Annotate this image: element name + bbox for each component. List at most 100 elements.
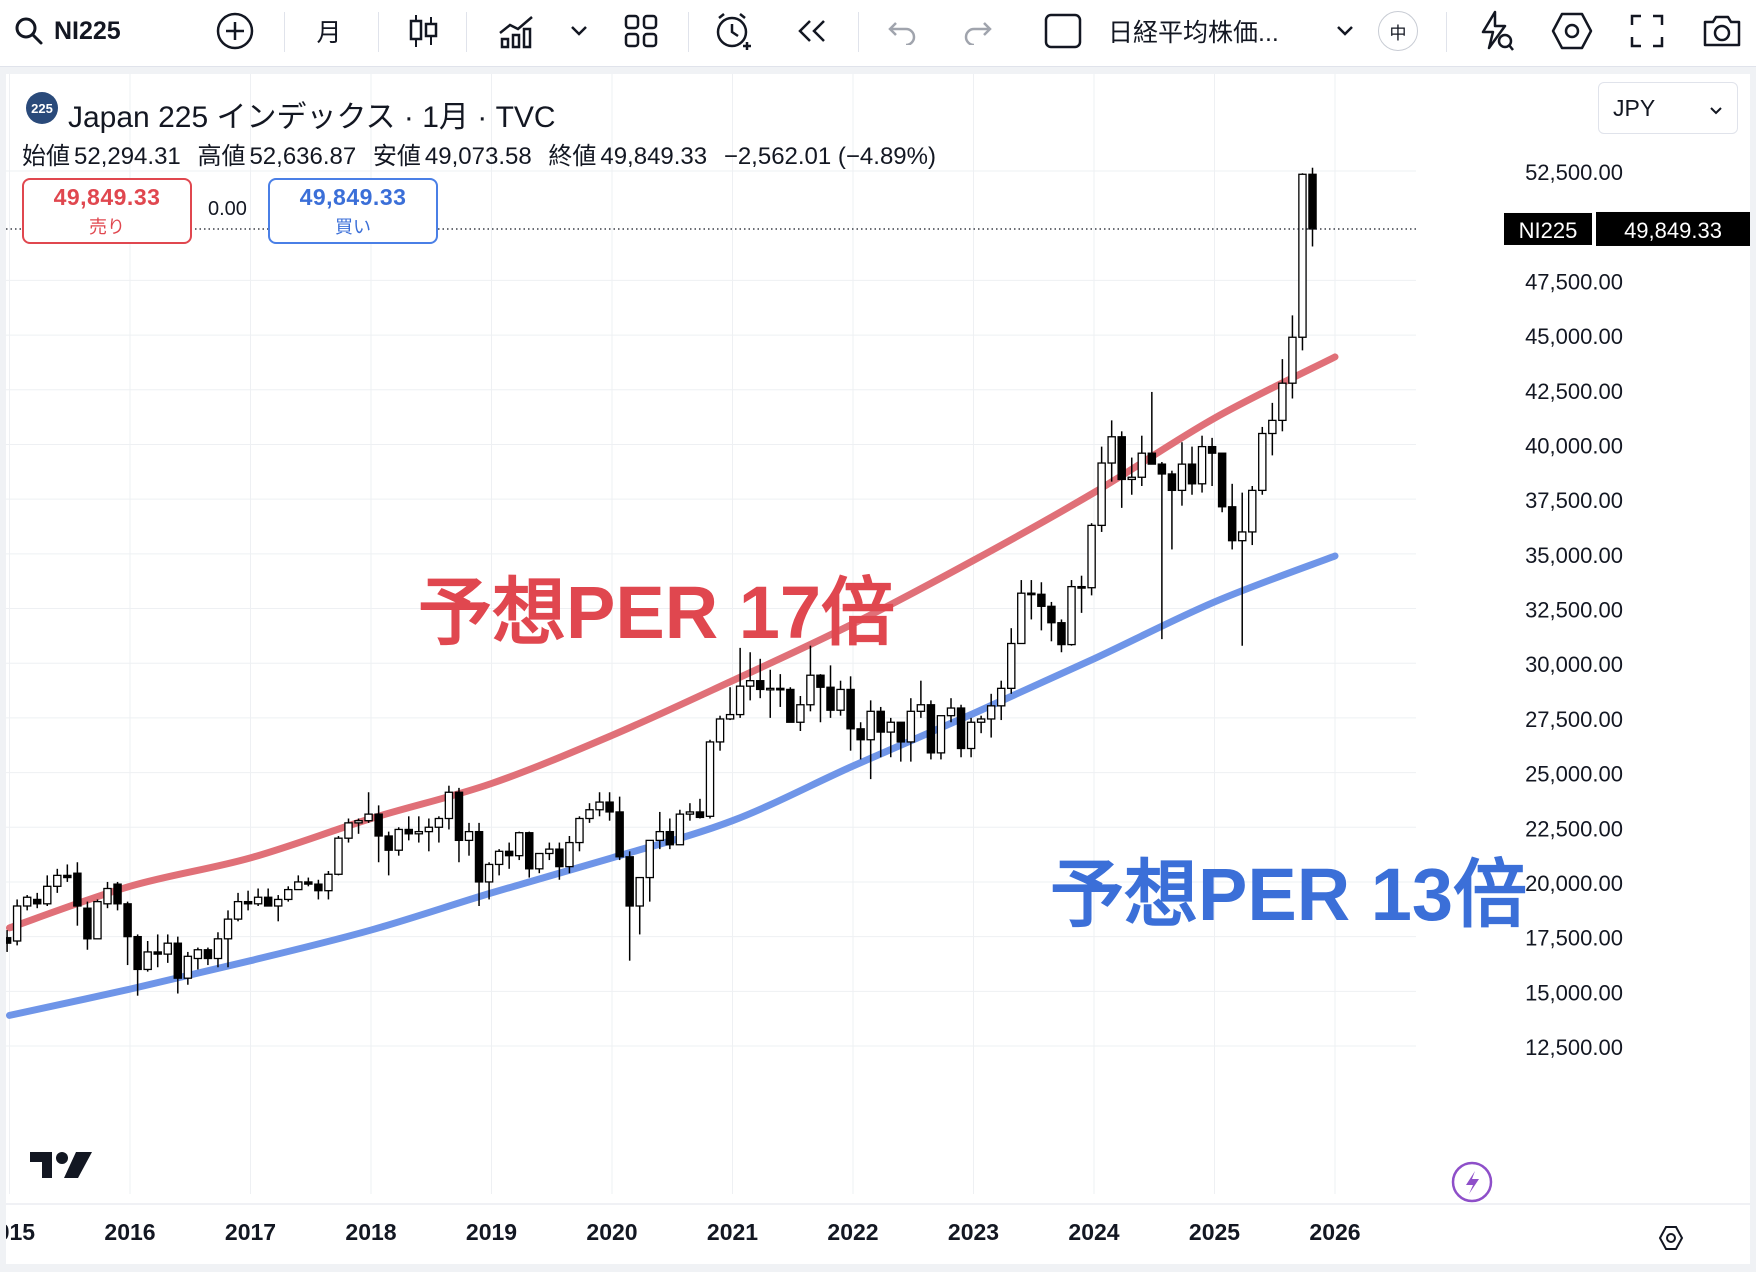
candle [294, 875, 303, 891]
settings-button[interactable] [1548, 0, 1596, 62]
candle-body [1037, 593, 1046, 607]
candle-body [173, 942, 183, 979]
indicators-icon [496, 11, 540, 51]
candle-body [243, 900, 253, 905]
candle [1057, 619, 1066, 653]
spread-value: 0.00 [208, 198, 247, 220]
fullscreen-icon [1629, 13, 1665, 49]
candle [1097, 446, 1106, 532]
symbol-search-button[interactable]: NI225 [14, 0, 154, 62]
y-tick-label: 52,500.00 [1525, 160, 1623, 185]
indicator-toggle-checkbox[interactable] [1040, 0, 1086, 62]
candle-body [545, 848, 554, 855]
candle-body [384, 835, 393, 851]
candle-body [806, 674, 815, 706]
candle-body [695, 811, 705, 819]
alert-button[interactable] [710, 0, 758, 62]
candle [304, 877, 313, 887]
candle-body [986, 705, 996, 720]
candle [555, 842, 564, 880]
candle [946, 698, 956, 723]
undo-button[interactable] [880, 0, 924, 62]
symbol-logo: 225 [26, 92, 58, 124]
chart-type-button[interactable] [400, 0, 446, 62]
candle-body [273, 898, 283, 907]
candle [324, 871, 333, 900]
layout-button[interactable] [618, 0, 664, 62]
replay-button[interactable] [790, 0, 834, 62]
price-chart[interactable]: 12,500.00 15,000.00 17,500.00 20,000.00 22,5… [6, 74, 1750, 1264]
logo-dot [56, 1152, 68, 1164]
candle-body [826, 686, 835, 711]
indicator-name-label: 日経平均株価... [1108, 19, 1279, 47]
candle-body [83, 907, 92, 940]
candle-body [1067, 585, 1076, 646]
language-badge[interactable]: 中 [1376, 0, 1420, 62]
logo-slash [64, 1152, 92, 1178]
candle [976, 715, 986, 734]
candle [655, 811, 665, 850]
candle-body [153, 951, 162, 955]
candle-body [444, 791, 454, 820]
candle [504, 842, 514, 869]
candle [43, 875, 52, 906]
candle-body [93, 900, 102, 940]
candle [665, 818, 675, 850]
per17-annotation: 予想PER 17倍 [418, 571, 895, 654]
candle [1227, 483, 1237, 550]
indicator-name-button[interactable]: 日経平均株価... [1108, 0, 1304, 62]
candle [856, 722, 865, 760]
symbol-price-tag [1504, 212, 1592, 245]
candle-body [1207, 445, 1217, 454]
candle [1077, 575, 1086, 613]
currency-select[interactable]: JPY [1598, 82, 1738, 134]
x-tick-label: 2015 [6, 1219, 35, 1245]
interval-button[interactable]: 月 [306, 0, 352, 62]
candle-body [635, 876, 644, 907]
candle-body [374, 813, 383, 837]
candle [223, 910, 233, 968]
candle [776, 674, 785, 707]
indicator-dropdown[interactable] [1330, 0, 1360, 62]
checkbox-icon [1043, 12, 1083, 50]
candle [364, 792, 373, 823]
candle-body [1027, 592, 1036, 596]
candle-body [786, 688, 795, 723]
compare-symbol-button[interactable] [212, 0, 258, 62]
quick-search-button[interactable] [1472, 0, 1518, 62]
candle [575, 816, 584, 852]
redo-button[interactable] [956, 0, 1000, 62]
candle-body [1258, 432, 1267, 492]
candle [886, 717, 896, 758]
fullscreen-button[interactable] [1624, 0, 1670, 62]
candle [1237, 492, 1247, 646]
buy-button[interactable]: 49,849.33 買い [268, 178, 438, 244]
y-tick-label: 35,000.00 [1525, 543, 1623, 568]
candle [1157, 461, 1167, 640]
axis-settings-icon [1658, 1226, 1684, 1250]
candle [635, 876, 644, 935]
x-tick-label: 2017 [225, 1219, 276, 1245]
candle-body [1268, 419, 1277, 435]
language-char: 中 [1378, 11, 1418, 51]
candle [1137, 435, 1147, 486]
candle [1037, 582, 1046, 631]
candle [1308, 167, 1317, 247]
x-tick-label: 2022 [827, 1219, 878, 1245]
indicators-button[interactable] [492, 0, 544, 62]
candle-body [1217, 452, 1227, 508]
indicators-dropdown[interactable] [564, 0, 594, 62]
candle-body [1298, 173, 1307, 338]
candle [83, 901, 92, 950]
candle [705, 739, 715, 819]
candle [956, 704, 966, 758]
candle [474, 822, 484, 906]
sell-button[interactable]: 49,849.33 売り [22, 178, 192, 244]
candle [113, 881, 122, 911]
ohlc-legend: 始値 52,294.31 高値 52,636.87 安値 49,073.58 終値 49… [22, 136, 940, 171]
screenshot-button[interactable] [1698, 0, 1746, 62]
candle [545, 842, 554, 861]
candle [12, 899, 22, 946]
candle [63, 864, 72, 882]
candle-body [1007, 642, 1016, 689]
